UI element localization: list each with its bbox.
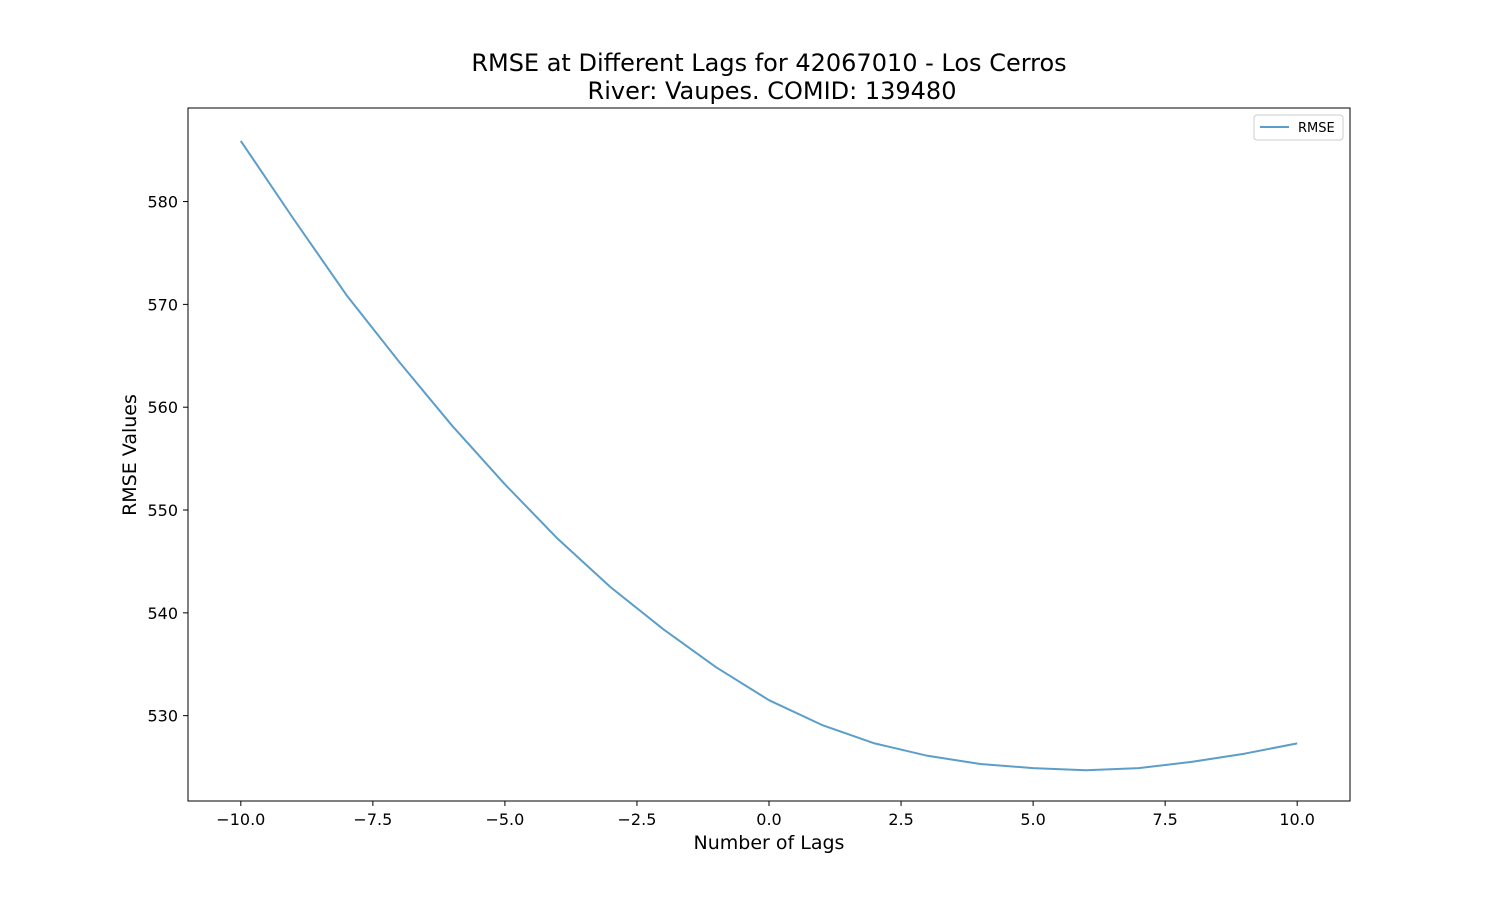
legend-label-rmse: RMSE	[1298, 121, 1335, 136]
y-axis-label: RMSE Values	[119, 394, 141, 516]
x-tick-label: 7.5	[1152, 810, 1177, 829]
chart-title: RMSE at Different Lags for 42067010 - Lo…	[471, 49, 1066, 77]
legend: RMSE	[1253, 114, 1344, 141]
y-tick-label: 530	[147, 707, 178, 726]
chart-subtitle: River: Vaupes. COMID: 139480	[588, 77, 957, 105]
x-tick-label: 10.0	[1279, 810, 1315, 829]
y-tick-label: 570	[147, 295, 178, 314]
y-tick-label: 540	[147, 604, 178, 623]
x-tick-label: −2.5	[618, 810, 657, 829]
x-tick-label: −7.5	[353, 810, 392, 829]
x-tick-label: 0.0	[756, 810, 781, 829]
x-axis-label: Number of Lags	[694, 832, 845, 854]
x-tick-label: 5.0	[1020, 810, 1045, 829]
plot-frame	[187, 107, 1351, 802]
x-tick-label: 2.5	[888, 810, 913, 829]
x-tick-label: −5.0	[485, 810, 524, 829]
y-tick-label: 560	[147, 398, 178, 417]
legend-box	[1253, 114, 1344, 141]
y-tick-label: 550	[147, 501, 178, 520]
x-tick-label: −10.0	[216, 810, 265, 829]
y-tick-label: 580	[147, 193, 178, 212]
series-line-rmse	[239, 140, 1298, 772]
plot-area: −10.0 −7.5 −5.0 −2.5 0.0 2.5 5.0 7.5 10.0 530 540 5…	[147, 140, 1315, 829]
